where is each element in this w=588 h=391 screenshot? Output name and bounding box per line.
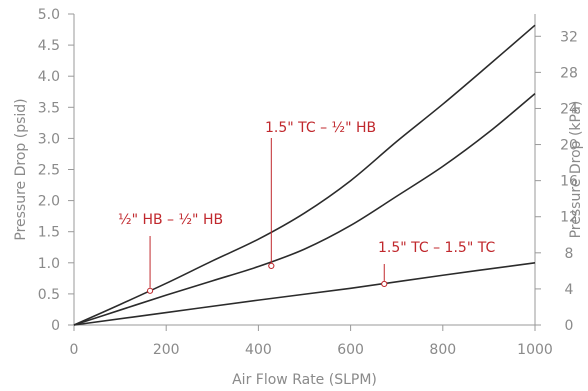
series-label-2: 1.5" TC – ½" HB (265, 120, 376, 136)
y2-tick-label: 16 (560, 174, 578, 190)
y2-tick-label: 32 (560, 29, 578, 45)
y-tick-label: 3.0 (38, 131, 60, 147)
annotation-marker-3 (381, 280, 388, 288)
y-tick-label: 3.5 (38, 100, 60, 116)
y2-tick-label: 24 (560, 101, 578, 117)
series-label-3: 1.5" TC – 1.5" TC (378, 240, 495, 256)
y-tick-label: 1.0 (38, 256, 60, 272)
y-tick-label: 0.5 (38, 287, 60, 303)
y2-tick-label: 28 (560, 65, 578, 81)
ticks: 0 200 400 600 800 100000.51.01.52.02.53.03.54… (38, 7, 578, 358)
y2-tick-label: 12 (560, 210, 578, 226)
x-tick-label: 400 (245, 342, 272, 358)
y-tick-label: 1.5 (38, 225, 60, 241)
annotation-marker-2 (268, 262, 275, 270)
y-tick-label: 0 (51, 318, 60, 334)
y2-tick-label: 20 (560, 138, 578, 154)
y-tick-label: 4.0 (38, 69, 60, 85)
x-tick-label: 1000 (517, 342, 553, 358)
series-lines (73, 24, 536, 326)
x-tick-label: 800 (429, 342, 456, 358)
y-tick-label: 5.0 (38, 7, 60, 23)
y2-tick-label: 8 (565, 246, 574, 262)
y-axis-title: Pressure Drop (psid) (13, 98, 29, 240)
series-line-1 (73, 24, 536, 326)
annotation-marker-1 (146, 287, 154, 294)
y2-tick-label: 0 (565, 318, 574, 334)
y-tick-label: 2.5 (38, 163, 60, 179)
x-axis-title: Air Flow Rate (SLPM) (232, 372, 377, 388)
x-tick-label: 600 (337, 342, 364, 358)
y2-tick-label: 4 (565, 282, 574, 298)
y-tick-label: 2.0 (38, 194, 60, 210)
axes (73, 14, 536, 326)
y-tick-label: 4.5 (38, 38, 60, 54)
series-label-1: ½" HB – ½" HB (118, 212, 223, 228)
x-tick-label: 0 (70, 342, 79, 358)
series-line-2 (73, 93, 536, 326)
x-tick-label: 200 (153, 342, 180, 358)
y2-axis-title: Pressure Drop (kPa) (568, 101, 584, 239)
series-line-3 (73, 262, 536, 326)
annotations: ½" HB – ½" HB 1.5" TC – ½" HB 1.5" TC – 1.… (118, 120, 495, 294)
